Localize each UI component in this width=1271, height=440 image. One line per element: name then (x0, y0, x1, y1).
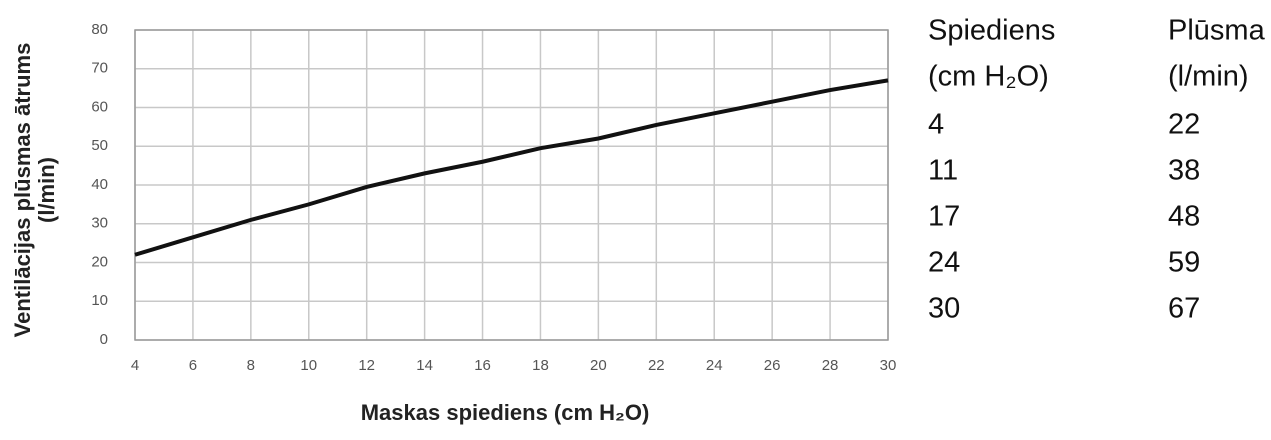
y-tick-label: 10 (91, 292, 108, 309)
x-tick-label: 24 (706, 357, 723, 374)
x-tick-label: 28 (822, 357, 839, 374)
table-cell: 22 (1168, 109, 1200, 141)
plot-border (134, 29, 889, 341)
table-cell: 38 (1168, 155, 1200, 187)
table-cell: 4 (928, 109, 944, 141)
y-axis-label: Ventilācijas plūsmas ātrums (10, 43, 35, 338)
x-tick-label: 16 (474, 357, 491, 374)
x-tick-label: 26 (764, 357, 781, 374)
y-tick-label: 50 (91, 137, 108, 154)
x-tick-label: 4 (131, 357, 139, 374)
x-axis-label: Maskas spiediens (cm H₂O) (361, 400, 650, 425)
table-header: (l/min) (1168, 61, 1249, 93)
y-tick-label: 0 (100, 331, 108, 348)
y-tick-label: 20 (91, 253, 108, 270)
x-tick-label: 22 (648, 357, 665, 374)
x-tick-label: 8 (247, 357, 255, 374)
table-header: (cm H₂O) (928, 61, 1049, 93)
x-tick-label: 6 (189, 357, 197, 374)
table-cell: 11 (928, 155, 958, 187)
y-axis-label: (l/min) (34, 157, 59, 223)
y-tick-label: 80 (91, 21, 108, 38)
table-cell: 67 (1168, 293, 1200, 325)
table-cell: 24 (928, 247, 960, 279)
x-tick-label: 30 (880, 357, 897, 374)
line (134, 78, 889, 257)
table-header: Plūsma (1168, 15, 1266, 47)
x-tick-label: 20 (590, 357, 607, 374)
x-tick-label: 18 (532, 357, 549, 374)
table-cell: 17 (928, 201, 960, 233)
y-tick-label: 60 (91, 98, 108, 115)
y-tick-label: 70 (91, 60, 108, 77)
x-tick-label: 14 (416, 357, 433, 374)
table-cell: 59 (1168, 247, 1200, 279)
table-cell: 30 (928, 293, 960, 325)
x-tick-label: 10 (300, 357, 317, 374)
table-cell: 48 (1168, 201, 1200, 233)
table-header: Spiediens (928, 15, 1055, 47)
y-tick-label: 40 (91, 176, 108, 193)
y-tick-label: 30 (91, 215, 108, 232)
x-tick-label: 12 (358, 357, 375, 374)
